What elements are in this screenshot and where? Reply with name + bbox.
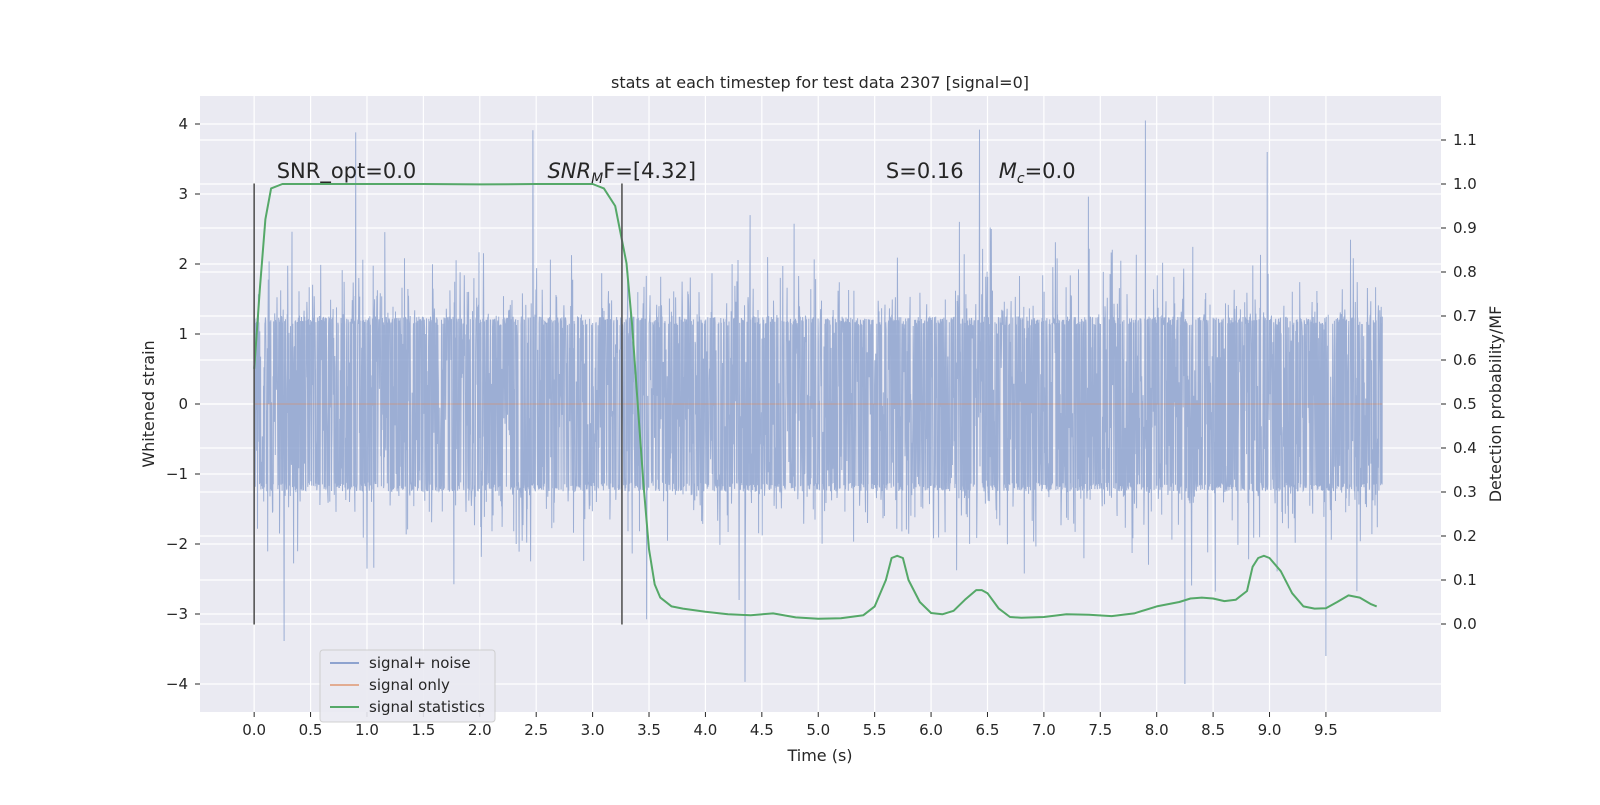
y-right-tick-label: 0.8 xyxy=(1453,263,1477,281)
y-right-tick-label: 0.6 xyxy=(1453,351,1477,369)
legend: signal+ noise signal only signal statist… xyxy=(319,649,496,723)
x-tick-label: 9.5 xyxy=(1314,721,1338,739)
x-tick-label: 7.5 xyxy=(1088,721,1112,739)
y-tick-label: −4 xyxy=(166,675,188,693)
y-tick-label: −2 xyxy=(166,535,188,553)
x-tick-label: 2.0 xyxy=(468,721,492,739)
y-tick-label: 3 xyxy=(178,185,188,203)
x-tick-label: 8.0 xyxy=(1145,721,1169,739)
x-tick-label: 9.0 xyxy=(1258,721,1282,739)
y-right-tick-label: 0.9 xyxy=(1453,219,1477,237)
y-tick-label: −3 xyxy=(166,605,188,623)
x-tick-label: 4.5 xyxy=(750,721,774,739)
y-axis-label: Whitened strain xyxy=(139,340,158,467)
signal-statistics-line xyxy=(253,183,1378,620)
marker-layer xyxy=(253,183,623,625)
y-right-tick-label: 0.4 xyxy=(1453,439,1477,457)
chart-title: stats at each timestep for test data 230… xyxy=(611,73,1029,92)
y-right-tick-label: 0.7 xyxy=(1453,307,1477,325)
y-tick-label: 1 xyxy=(178,325,188,343)
y-right-tick-label: 0.2 xyxy=(1453,527,1477,545)
y-axis-right-label: Detection probability/MF xyxy=(1486,306,1505,503)
y-tick-label: 0 xyxy=(178,395,188,413)
y-tick-label: 4 xyxy=(178,115,188,133)
legend-box xyxy=(319,649,496,723)
legend-label-signal-statistics: signal statistics xyxy=(369,698,485,716)
x-tick-label: 0.0 xyxy=(242,721,266,739)
x-tick-label: 7.0 xyxy=(1032,721,1056,739)
annotation: Mc=0.0 xyxy=(999,159,1076,187)
annotation: SNRMF=[4.32] xyxy=(547,159,696,187)
y-right-tick-label: 0.3 xyxy=(1453,483,1477,501)
annotation-layer: SNR_opt=0.0 SNRMF=[4.32] S=0.16 Mc=0.0 xyxy=(277,159,1076,187)
y-tick-label: 2 xyxy=(178,255,188,273)
y-tick-label: −1 xyxy=(166,465,188,483)
signal-noise-line xyxy=(253,120,1383,685)
x-tick-label: 6.5 xyxy=(976,721,1000,739)
y-right-tick-label: 0.0 xyxy=(1453,615,1477,633)
x-tick-label: 4.0 xyxy=(693,721,717,739)
y-right-tick-label: 0.1 xyxy=(1453,571,1477,589)
legend-label-signal-noise: signal+ noise xyxy=(369,654,471,672)
x-tick-label: 5.0 xyxy=(806,721,830,739)
x-tick-label: 3.0 xyxy=(581,721,605,739)
x-tick-label: 8.5 xyxy=(1201,721,1225,739)
tick-layer: 0.0 0.5 1.0 1.5 2.0 2.5 3.0 3.5 4.0 4.5 5.0 5.5 6.0 6… xyxy=(166,115,1477,739)
x-tick-label: 1.5 xyxy=(411,721,435,739)
series-layer xyxy=(253,120,1383,685)
legend-label-signal-only: signal only xyxy=(369,676,450,694)
y-right-tick-label: 1.1 xyxy=(1453,131,1477,149)
x-tick-label: 2.5 xyxy=(524,721,548,739)
annotation: SNR_opt=0.0 xyxy=(277,159,417,184)
y-right-tick-label: 0.5 xyxy=(1453,395,1477,413)
x-axis-label: Time (s) xyxy=(786,746,852,765)
annotation: S=0.16 xyxy=(886,159,964,183)
x-tick-label: 0.5 xyxy=(299,721,323,739)
x-tick-label: 6.0 xyxy=(919,721,943,739)
y-right-tick-label: 1.0 xyxy=(1453,175,1477,193)
x-tick-label: 3.5 xyxy=(637,721,661,739)
x-tick-label: 5.5 xyxy=(863,721,887,739)
x-tick-label: 1.0 xyxy=(355,721,379,739)
